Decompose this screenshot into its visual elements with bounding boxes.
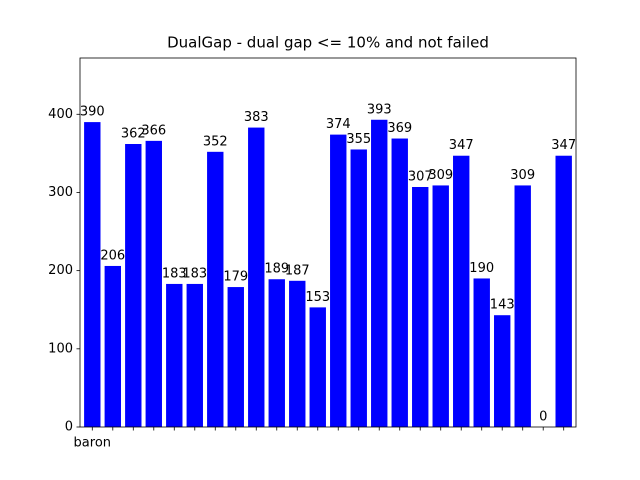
bar bbox=[391, 138, 408, 427]
bar bbox=[330, 134, 347, 427]
value-label: 352 bbox=[203, 134, 228, 149]
value-label: 355 bbox=[346, 132, 371, 147]
value-label: 206 bbox=[100, 248, 125, 263]
bar bbox=[514, 185, 531, 427]
value-label: 393 bbox=[367, 102, 392, 117]
bar bbox=[473, 278, 490, 427]
value-label: 0 bbox=[539, 410, 547, 425]
value-label: 390 bbox=[80, 105, 105, 120]
value-label: 362 bbox=[121, 126, 146, 141]
plot-frame bbox=[79, 57, 577, 428]
value-label: 190 bbox=[469, 261, 494, 276]
value-label: 183 bbox=[182, 266, 207, 281]
bar bbox=[555, 155, 572, 427]
value-label: 383 bbox=[244, 110, 269, 125]
value-label: 374 bbox=[326, 117, 351, 132]
bar bbox=[432, 185, 449, 427]
y-tick-label: 200 bbox=[48, 263, 73, 278]
bar bbox=[186, 283, 203, 427]
bar bbox=[268, 279, 285, 427]
bar bbox=[248, 127, 265, 427]
y-tick-label: 0 bbox=[65, 420, 73, 435]
value-label: 347 bbox=[551, 138, 576, 153]
bar bbox=[166, 283, 183, 427]
bar bbox=[350, 149, 367, 428]
y-tick-label: 300 bbox=[48, 185, 73, 200]
value-label: 366 bbox=[141, 123, 166, 138]
bar bbox=[289, 280, 306, 427]
bar bbox=[453, 155, 470, 427]
bar bbox=[412, 186, 429, 427]
x-tick-label: baron bbox=[74, 436, 111, 451]
value-label: 309 bbox=[428, 168, 453, 183]
value-label: 183 bbox=[162, 266, 187, 281]
chart-title: DualGap - dual gap <= 10% and not failed bbox=[167, 34, 489, 52]
value-label: 143 bbox=[490, 298, 515, 313]
y-tick-label: 100 bbox=[48, 341, 73, 356]
bar bbox=[125, 143, 142, 427]
bar bbox=[494, 315, 511, 427]
value-label: 309 bbox=[510, 168, 535, 183]
bar bbox=[104, 265, 121, 427]
value-label: 369 bbox=[387, 121, 412, 136]
bar bbox=[227, 287, 244, 427]
value-label: 307 bbox=[408, 169, 433, 184]
bar bbox=[207, 151, 224, 428]
value-label: 347 bbox=[449, 138, 474, 153]
bar bbox=[371, 119, 388, 427]
value-label: 179 bbox=[223, 270, 248, 285]
y-tick-label: 400 bbox=[48, 107, 73, 122]
bar bbox=[145, 140, 162, 427]
value-label: 153 bbox=[305, 290, 330, 305]
bar bbox=[84, 122, 101, 428]
value-label: 189 bbox=[264, 262, 289, 277]
value-label: 187 bbox=[285, 263, 310, 278]
bar bbox=[309, 307, 326, 427]
